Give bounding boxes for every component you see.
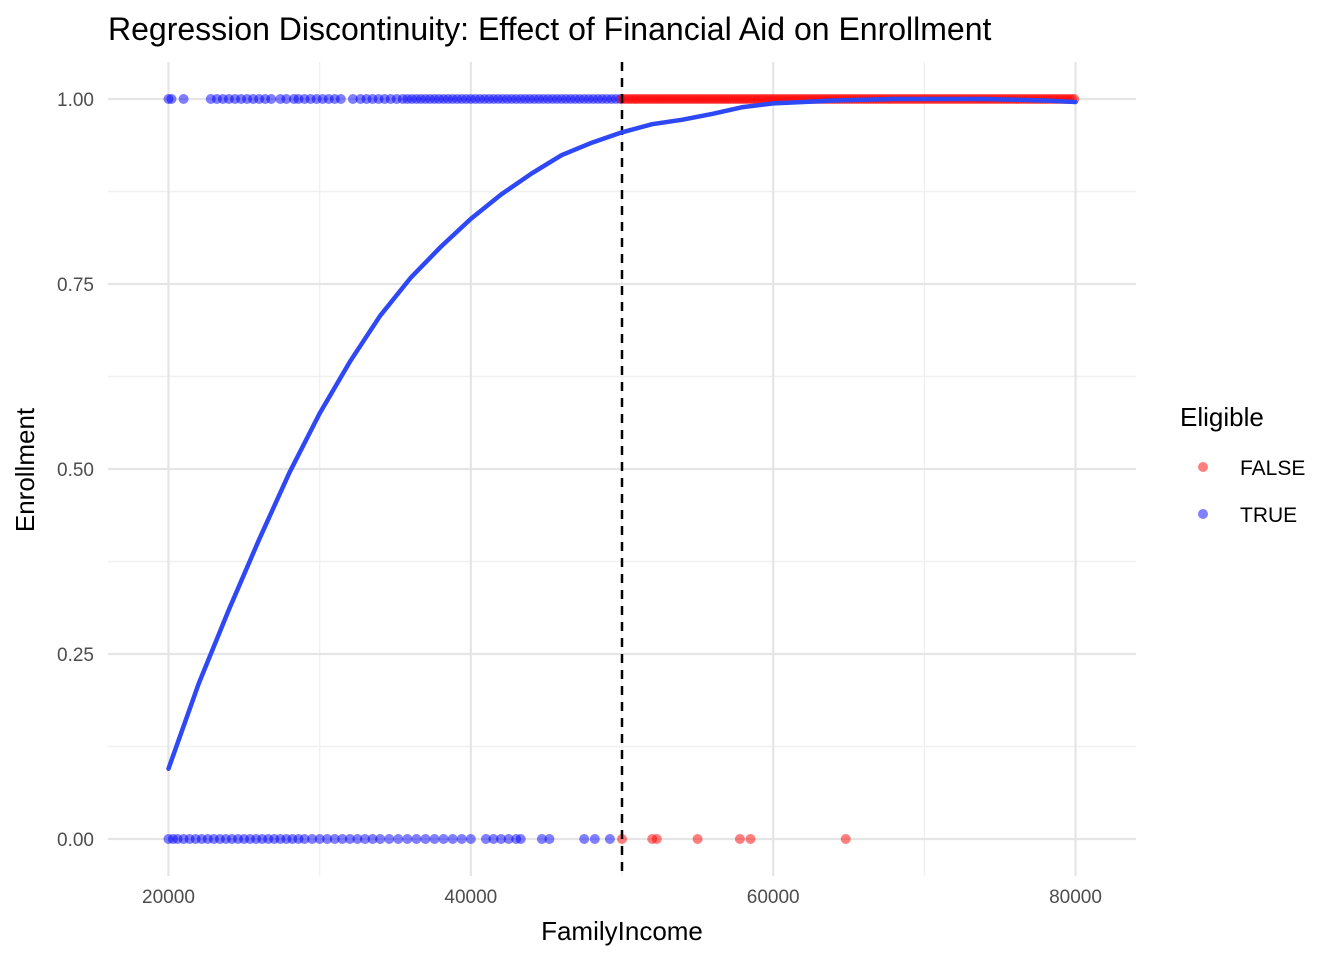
x-tick-label: 80000 <box>1049 887 1102 908</box>
chart-title: Regression Discontinuity: Effect of Fina… <box>108 11 992 47</box>
true-point <box>503 834 514 844</box>
true-point <box>178 94 189 104</box>
true-point <box>281 94 292 104</box>
false-point <box>840 834 851 844</box>
x-tick-label: 60000 <box>747 887 800 908</box>
y-tick-label: 0.00 <box>57 830 94 851</box>
true-point <box>420 834 431 844</box>
true-point <box>375 834 386 844</box>
true-point <box>438 834 449 844</box>
true-point <box>307 834 318 844</box>
legend-key-false <box>1198 462 1208 472</box>
legend: Eligible FALSE TRUE <box>1180 402 1305 527</box>
y-tick-label: 0.25 <box>57 645 94 666</box>
true-point <box>322 834 333 844</box>
true-point <box>266 94 277 104</box>
true-point <box>299 834 310 844</box>
false-point <box>745 834 756 844</box>
true-point <box>384 834 395 844</box>
legend-entries: FALSE TRUE <box>1198 457 1305 527</box>
true-point <box>429 834 440 844</box>
y-axis-ticks: 0.00 0.25 0.50 0.75 1.00 <box>57 90 94 851</box>
true-point <box>456 834 467 844</box>
legend-label-false: FALSE <box>1240 457 1305 480</box>
true-point <box>314 834 325 844</box>
legend-key-true <box>1198 509 1208 519</box>
true-point <box>515 834 526 844</box>
y-tick-label: 0.75 <box>57 275 94 296</box>
true-point <box>604 834 615 844</box>
true-point <box>344 834 355 844</box>
true-point <box>447 834 458 844</box>
x-axis-ticks: 20000 40000 60000 80000 <box>142 887 1102 908</box>
true-point <box>536 834 547 844</box>
y-tick-label: 0.50 <box>57 460 94 481</box>
plot-area <box>108 62 1136 876</box>
false-point <box>734 834 745 844</box>
true-point <box>480 834 491 844</box>
smooth-fit-line <box>166 96 1078 771</box>
true-point <box>367 834 378 844</box>
true-point <box>329 834 340 844</box>
legend-title: Eligible <box>1180 402 1264 432</box>
x-tick-label: 20000 <box>142 887 195 908</box>
false-point <box>651 834 662 844</box>
legend-label-true: TRUE <box>1240 504 1297 527</box>
false-point <box>692 834 703 844</box>
true-point <box>544 834 555 844</box>
true-point <box>411 834 422 844</box>
true-point <box>352 834 363 844</box>
true-point <box>360 834 370 844</box>
true-point <box>488 834 499 844</box>
true-point <box>496 834 507 844</box>
y-tick-label: 1.00 <box>57 90 94 111</box>
true-series-points <box>163 94 626 844</box>
true-point <box>335 94 346 104</box>
true-point <box>337 834 348 844</box>
x-tick-label: 40000 <box>444 887 497 908</box>
true-point <box>579 834 590 844</box>
true-point <box>166 94 177 104</box>
y-axis-title: Enrollment <box>10 407 40 532</box>
true-point <box>393 834 404 844</box>
true-point <box>589 834 600 844</box>
true-point <box>347 94 358 104</box>
x-axis-title: FamilyIncome <box>541 916 703 946</box>
true-point <box>465 834 476 844</box>
true-point <box>402 834 413 844</box>
